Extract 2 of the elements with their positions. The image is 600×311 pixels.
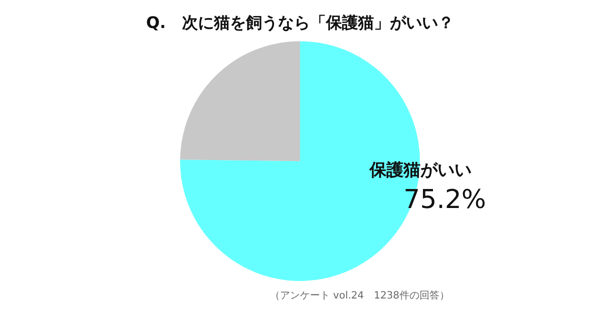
chart-title: Q. 次に猫を飼うなら「保護猫」がいい？ — [146, 12, 454, 32]
text: （アンケート vol.24 1238件の回答） — [270, 290, 450, 302]
